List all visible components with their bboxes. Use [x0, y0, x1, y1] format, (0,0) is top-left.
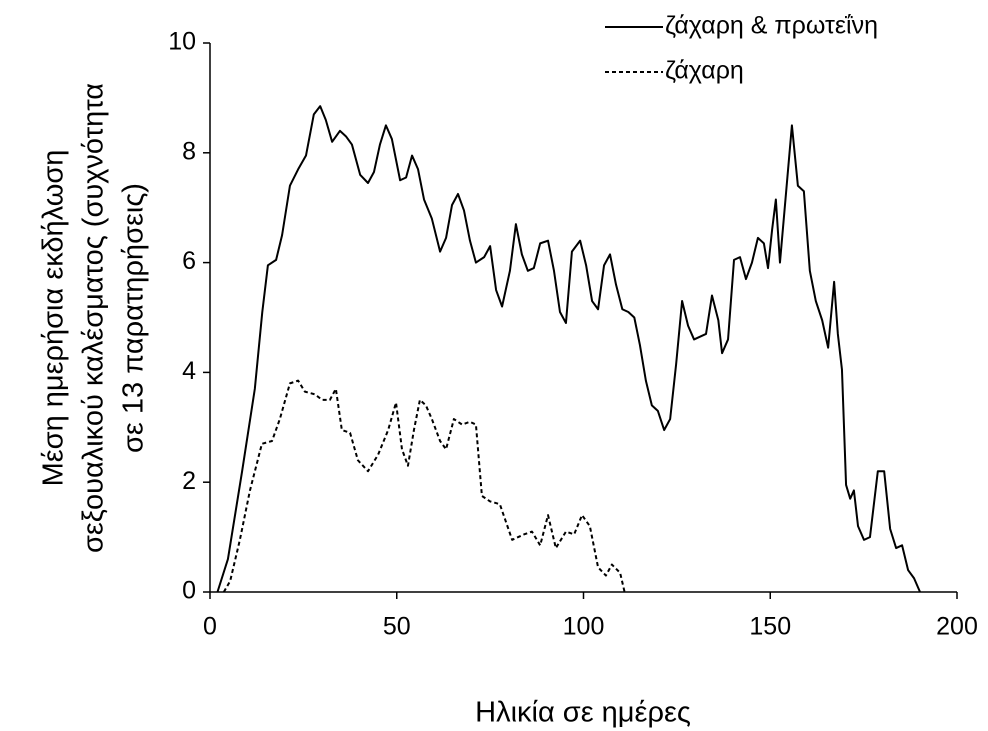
y-axis-title: Μέση ημερήσια εκδήλωση σεξουαλικού καλέσ… — [38, 83, 150, 553]
y-tick-label: 4 — [182, 357, 196, 385]
y-axis-title-line: σεξουαλικού καλέσματος (συχνότητα — [78, 83, 110, 553]
y-axis-title-line: σε 13 παρατηρήσεις) — [118, 183, 150, 453]
y-tick-label: 0 — [182, 577, 196, 605]
x-tick-label: 0 — [203, 613, 217, 641]
x-tick-label: 150 — [749, 613, 791, 641]
x-tick-label: 50 — [383, 613, 411, 641]
data-line — [222, 379, 626, 593]
legend-label: ζάχαρη — [665, 57, 744, 85]
y-tick-label: 6 — [182, 247, 196, 275]
y-tick-label: 8 — [182, 137, 196, 165]
y-tick-label: 10 — [168, 28, 196, 56]
data-line — [216, 105, 921, 593]
x-axis-title: Ηλικία σε ημέρες — [475, 697, 691, 729]
y-axis-title-line: Μέση ημερήσια εκδήλωση — [38, 150, 70, 487]
x-tick-label: 200 — [936, 613, 978, 641]
x-tick-label: 100 — [563, 613, 605, 641]
y-tick-label: 2 — [182, 467, 196, 495]
legend-label: ζάχαρη & πρωτεΐνη — [665, 12, 878, 40]
